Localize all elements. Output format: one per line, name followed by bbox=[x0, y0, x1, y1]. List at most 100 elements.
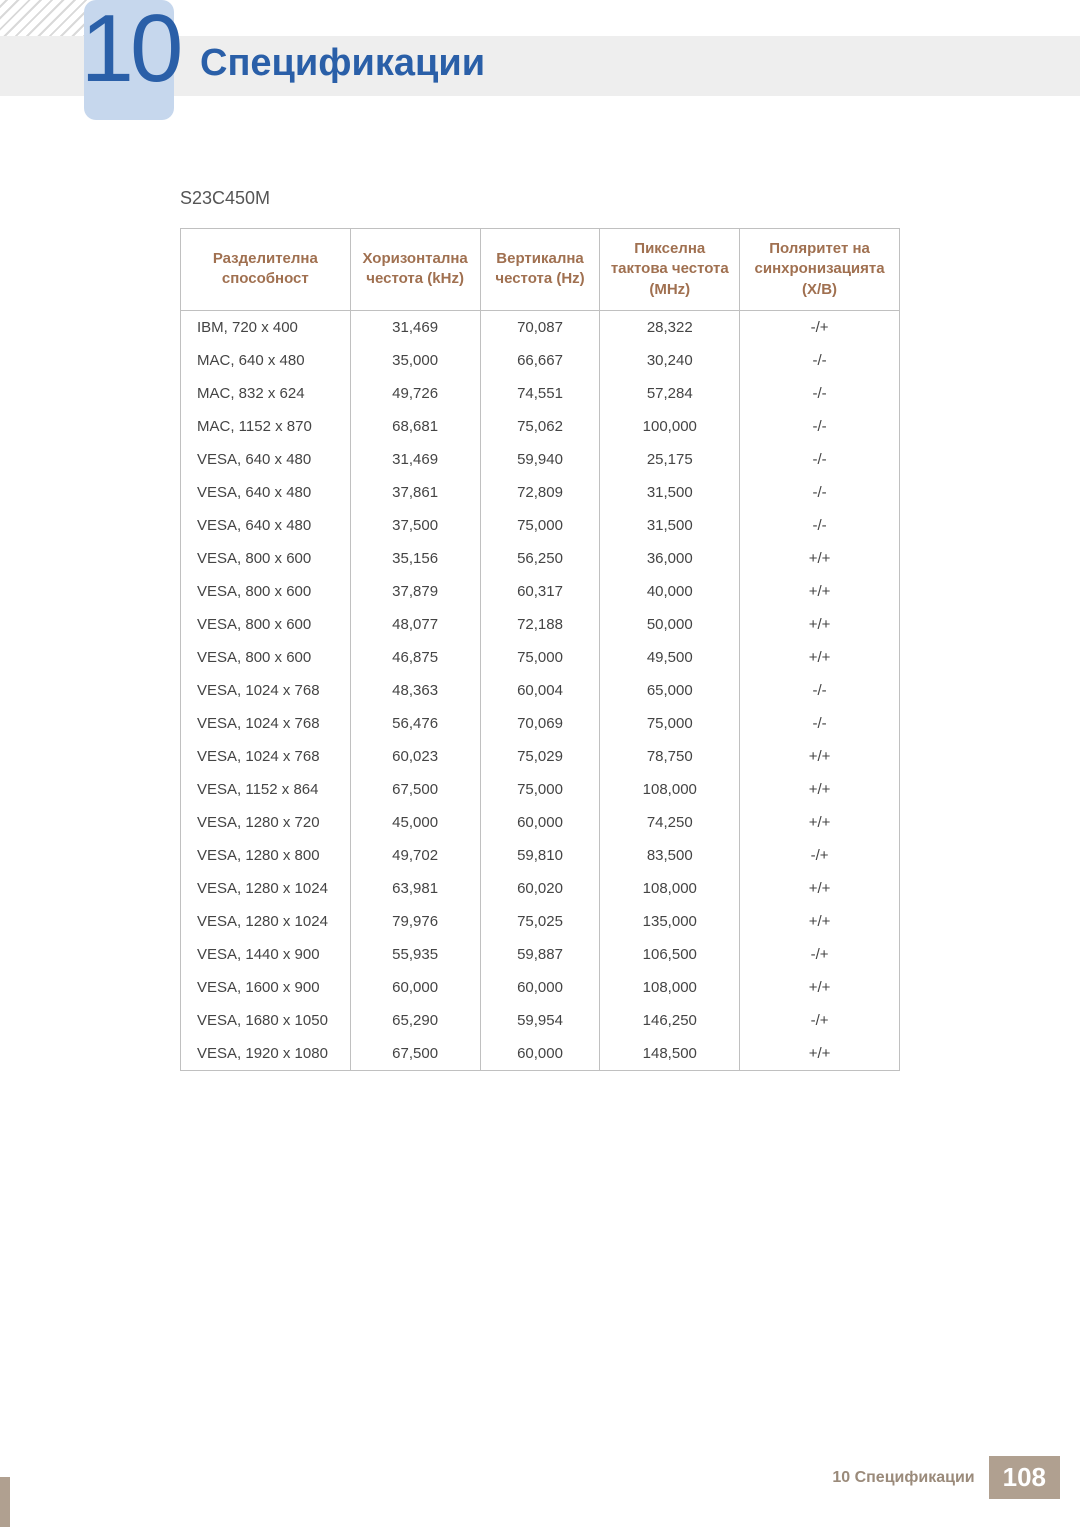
cell-value: 59,954 bbox=[480, 1004, 600, 1037]
cell-value: 75,029 bbox=[480, 740, 600, 773]
cell-resolution: VESA, 1024 x 768 bbox=[181, 674, 351, 707]
cell-value: +/+ bbox=[740, 641, 900, 674]
table-row: VESA, 1600 x 90060,00060,000108,000+/+ bbox=[181, 971, 900, 1004]
col-header-vfreq: Вертикална честота (Hz) bbox=[480, 229, 600, 311]
table-row: VESA, 800 x 60046,87575,00049,500+/+ bbox=[181, 641, 900, 674]
cell-resolution: VESA, 1280 x 800 bbox=[181, 839, 351, 872]
cell-resolution: MAC, 1152 x 870 bbox=[181, 410, 351, 443]
cell-value: 60,020 bbox=[480, 872, 600, 905]
cell-value: +/+ bbox=[740, 905, 900, 938]
cell-value: 83,500 bbox=[600, 839, 740, 872]
cell-value: 65,290 bbox=[350, 1004, 480, 1037]
cell-value: 146,250 bbox=[600, 1004, 740, 1037]
cell-value: +/+ bbox=[740, 773, 900, 806]
cell-value: 75,000 bbox=[480, 773, 600, 806]
table-row: IBM, 720 x 40031,46970,08728,322-/+ bbox=[181, 310, 900, 344]
cell-value: 66,667 bbox=[480, 344, 600, 377]
table-row: VESA, 1280 x 80049,70259,81083,500-/+ bbox=[181, 839, 900, 872]
cell-value: 49,726 bbox=[350, 377, 480, 410]
cell-value: 75,062 bbox=[480, 410, 600, 443]
cell-value: 108,000 bbox=[600, 773, 740, 806]
cell-value: +/+ bbox=[740, 971, 900, 1004]
cell-resolution: VESA, 1280 x 1024 bbox=[181, 872, 351, 905]
chapter-number: 10 bbox=[80, 0, 180, 104]
cell-resolution: VESA, 1024 x 768 bbox=[181, 740, 351, 773]
cell-value: 31,500 bbox=[600, 509, 740, 542]
cell-value: -/- bbox=[740, 707, 900, 740]
col-header-hfreq: Хоризонтална честота (kHz) bbox=[350, 229, 480, 311]
cell-value: 60,317 bbox=[480, 575, 600, 608]
col-header-polarity: Поляритет на синхронизацията (X/B) bbox=[740, 229, 900, 311]
cell-resolution: VESA, 1280 x 1024 bbox=[181, 905, 351, 938]
cell-value: 148,500 bbox=[600, 1037, 740, 1071]
cell-value: +/+ bbox=[740, 806, 900, 839]
page-number: 108 bbox=[989, 1456, 1060, 1499]
table-row: VESA, 800 x 60048,07772,18850,000+/+ bbox=[181, 608, 900, 641]
table-row: VESA, 1280 x 102479,97675,025135,000+/+ bbox=[181, 905, 900, 938]
cell-value: 60,004 bbox=[480, 674, 600, 707]
cell-value: 31,469 bbox=[350, 443, 480, 476]
cell-value: -/- bbox=[740, 443, 900, 476]
cell-value: 60,000 bbox=[350, 971, 480, 1004]
cell-resolution: VESA, 800 x 600 bbox=[181, 641, 351, 674]
cell-resolution: VESA, 1440 x 900 bbox=[181, 938, 351, 971]
cell-value: 31,500 bbox=[600, 476, 740, 509]
cell-value: 60,000 bbox=[480, 1037, 600, 1071]
cell-resolution: VESA, 640 x 480 bbox=[181, 476, 351, 509]
cell-value: 36,000 bbox=[600, 542, 740, 575]
cell-value: 56,250 bbox=[480, 542, 600, 575]
cell-value: 67,500 bbox=[350, 1037, 480, 1071]
cell-value: -/+ bbox=[740, 839, 900, 872]
cell-resolution: VESA, 1152 x 864 bbox=[181, 773, 351, 806]
cell-value: 50,000 bbox=[600, 608, 740, 641]
cell-value: 75,000 bbox=[480, 641, 600, 674]
cell-value: 57,284 bbox=[600, 377, 740, 410]
table-row: VESA, 1152 x 86467,50075,000108,000+/+ bbox=[181, 773, 900, 806]
table-row: VESA, 640 x 48031,46959,94025,175-/- bbox=[181, 443, 900, 476]
cell-resolution: VESA, 640 x 480 bbox=[181, 443, 351, 476]
table-row: VESA, 640 x 48037,50075,00031,500-/- bbox=[181, 509, 900, 542]
table-row: VESA, 1440 x 90055,93559,887106,500-/+ bbox=[181, 938, 900, 971]
cell-value: +/+ bbox=[740, 542, 900, 575]
cell-value: -/- bbox=[740, 476, 900, 509]
cell-value: 49,500 bbox=[600, 641, 740, 674]
cell-value: 37,500 bbox=[350, 509, 480, 542]
cell-value: 25,175 bbox=[600, 443, 740, 476]
cell-value: 60,000 bbox=[480, 806, 600, 839]
cell-value: 67,500 bbox=[350, 773, 480, 806]
chapter-title: Спецификации bbox=[200, 42, 485, 85]
cell-value: 108,000 bbox=[600, 872, 740, 905]
cell-value: 72,809 bbox=[480, 476, 600, 509]
table-row: VESA, 1024 x 76856,47670,06975,000-/- bbox=[181, 707, 900, 740]
cell-value: +/+ bbox=[740, 608, 900, 641]
cell-resolution: VESA, 1680 x 1050 bbox=[181, 1004, 351, 1037]
cell-value: 28,322 bbox=[600, 310, 740, 344]
cell-value: 68,681 bbox=[350, 410, 480, 443]
cell-value: 59,940 bbox=[480, 443, 600, 476]
table-header-row: Разделителна способност Хоризонтална чес… bbox=[181, 229, 900, 311]
cell-value: -/- bbox=[740, 344, 900, 377]
table-row: VESA, 1280 x 72045,00060,00074,250+/+ bbox=[181, 806, 900, 839]
cell-value: 35,156 bbox=[350, 542, 480, 575]
cell-value: 40,000 bbox=[600, 575, 740, 608]
table-row: MAC, 640 x 48035,00066,66730,240-/- bbox=[181, 344, 900, 377]
cell-value: 60,000 bbox=[480, 971, 600, 1004]
cell-value: +/+ bbox=[740, 740, 900, 773]
cell-resolution: MAC, 832 x 624 bbox=[181, 377, 351, 410]
table-row: VESA, 800 x 60037,87960,31740,000+/+ bbox=[181, 575, 900, 608]
cell-value: 37,879 bbox=[350, 575, 480, 608]
table-row: VESA, 1024 x 76860,02375,02978,750+/+ bbox=[181, 740, 900, 773]
table-row: VESA, 640 x 48037,86172,80931,500-/- bbox=[181, 476, 900, 509]
cell-value: 70,087 bbox=[480, 310, 600, 344]
footer: 10 Спецификации 108 bbox=[832, 1456, 1080, 1499]
cell-value: 37,861 bbox=[350, 476, 480, 509]
cell-value: 48,363 bbox=[350, 674, 480, 707]
cell-value: 59,887 bbox=[480, 938, 600, 971]
table-row: MAC, 1152 x 87068,68175,062100,000-/- bbox=[181, 410, 900, 443]
cell-value: +/+ bbox=[740, 1037, 900, 1071]
cell-resolution: VESA, 1920 x 1080 bbox=[181, 1037, 351, 1071]
cell-value: 74,250 bbox=[600, 806, 740, 839]
cell-value: 135,000 bbox=[600, 905, 740, 938]
cell-value: 108,000 bbox=[600, 971, 740, 1004]
cell-value: +/+ bbox=[740, 575, 900, 608]
